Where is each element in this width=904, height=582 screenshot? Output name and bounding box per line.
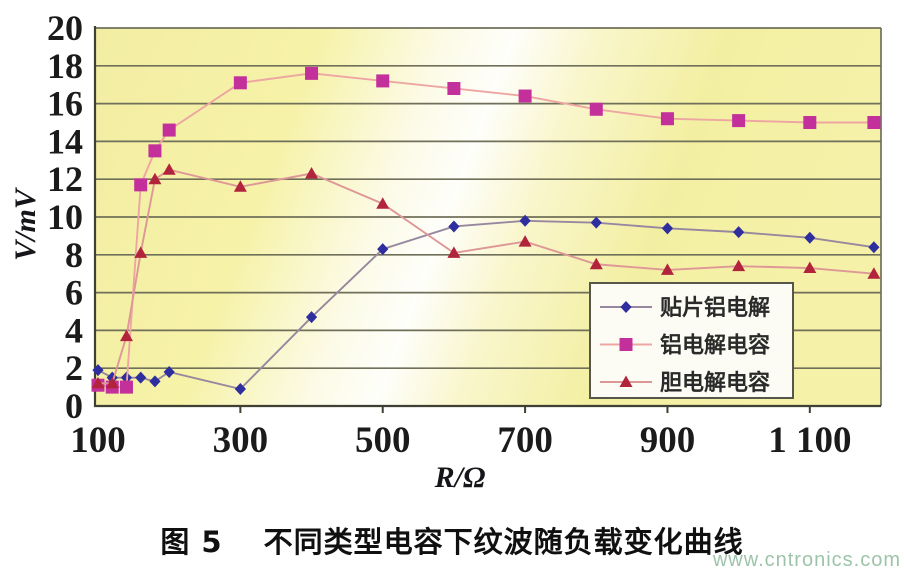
triangle-marker xyxy=(867,267,881,279)
triangle-marker xyxy=(305,167,319,179)
triangle-marker xyxy=(732,259,746,272)
y-tick-label: 12 xyxy=(47,159,83,199)
legend-label: 胆电解电容 xyxy=(660,370,770,396)
legend-label: 铝电解电容 xyxy=(660,333,770,359)
diamond-marker xyxy=(661,222,674,235)
square-marker xyxy=(589,102,603,116)
diamond-marker xyxy=(92,364,104,377)
square-marker xyxy=(447,81,461,95)
y-tick-label: 4 xyxy=(65,310,83,350)
triangle-marker xyxy=(91,376,105,389)
triangle-marker xyxy=(105,376,119,389)
square-marker xyxy=(134,178,148,192)
triangle-marker xyxy=(233,180,247,192)
diamond-marker xyxy=(163,365,175,378)
y-tick-label: 14 xyxy=(47,121,83,161)
y-axis-title: V/mV xyxy=(9,189,42,261)
square-marker xyxy=(619,338,633,351)
x-tick-label: 700 xyxy=(497,420,553,461)
diamond-marker xyxy=(377,243,389,256)
triangle-marker xyxy=(148,172,162,185)
x-tick-label: 500 xyxy=(355,420,411,461)
triangle-marker xyxy=(447,246,461,258)
series-line xyxy=(98,168,874,385)
triangle-marker xyxy=(803,261,817,274)
square-marker xyxy=(376,74,390,88)
x-tick-label: 900 xyxy=(640,420,696,461)
diamond-marker xyxy=(234,382,246,395)
y-tick-label: 6 xyxy=(65,273,83,313)
diamond-marker xyxy=(149,375,161,388)
legend-item: 胆电解电容 xyxy=(600,370,770,396)
square-marker xyxy=(305,66,319,80)
diamond-marker xyxy=(135,371,147,384)
triangle-marker xyxy=(134,246,148,258)
y-tick-label: 2 xyxy=(65,348,83,388)
diamond-marker xyxy=(305,311,318,324)
triangle-marker xyxy=(119,329,133,342)
figure-caption: 图 5 不同类型电容下纹波随负载变化曲线 xyxy=(160,525,744,559)
series-1 xyxy=(91,66,881,394)
square-marker xyxy=(803,116,817,129)
diamond-marker xyxy=(733,226,745,239)
x-tick-label: 300 xyxy=(213,420,269,461)
series-line xyxy=(97,219,875,391)
square-marker xyxy=(660,112,674,126)
square-marker xyxy=(518,89,532,103)
square-marker xyxy=(162,123,176,137)
y-tick-label: 0 xyxy=(65,386,83,426)
square-marker xyxy=(732,114,746,128)
diamond-marker xyxy=(868,241,880,254)
y-tick-label: 18 xyxy=(47,46,83,86)
series-0 xyxy=(92,214,880,395)
legend-label: 贴片铝电解 xyxy=(660,295,770,321)
diamond-marker xyxy=(804,231,816,244)
y-tick-label: 10 xyxy=(47,197,83,237)
legend-item: 铝电解电容 xyxy=(600,333,770,359)
diamond-marker xyxy=(519,214,531,227)
y-tick-label: 16 xyxy=(47,84,83,124)
series-line xyxy=(97,72,874,389)
triangle-marker xyxy=(660,263,674,275)
x-tick-label: 100 xyxy=(70,420,126,461)
triangle-marker xyxy=(162,163,176,175)
y-tick-label: 20 xyxy=(47,8,83,48)
x-axis-title: R/Ω xyxy=(434,461,486,494)
triangle-marker xyxy=(376,197,390,209)
watermark: www.cntronics.com xyxy=(712,549,901,571)
square-marker xyxy=(233,76,247,90)
diamond-marker xyxy=(590,216,602,229)
square-marker xyxy=(867,116,881,129)
diamond-marker xyxy=(620,301,632,313)
legend-item: 贴片铝电解 xyxy=(600,295,770,321)
x-tick-label: 1 100 xyxy=(768,420,851,461)
triangle-marker xyxy=(619,375,633,387)
diamond-marker xyxy=(448,220,460,233)
square-marker xyxy=(148,144,162,158)
triangle-marker xyxy=(518,235,532,247)
y-tick-label: 8 xyxy=(65,235,83,275)
square-marker xyxy=(119,380,133,394)
triangle-marker xyxy=(589,257,603,270)
series-2 xyxy=(91,163,881,389)
